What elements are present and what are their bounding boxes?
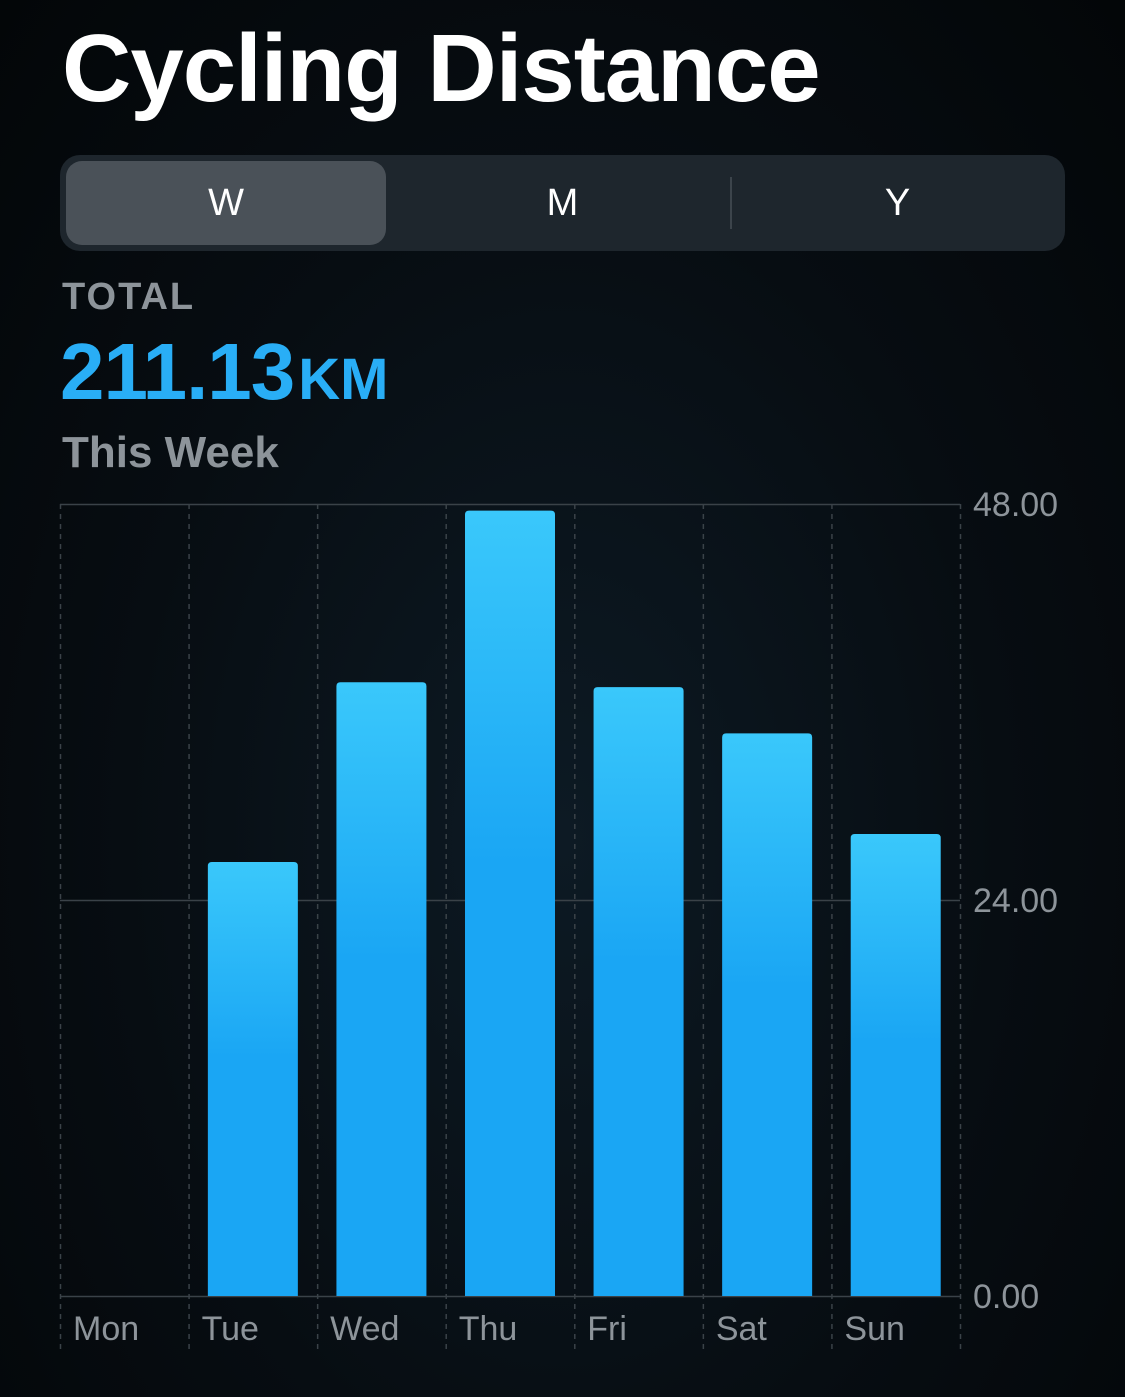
total-distance: 211.13KM bbox=[60, 326, 388, 418]
x-tick-label: Sun bbox=[844, 1310, 905, 1348]
bar-fri bbox=[593, 687, 684, 1296]
total-distance-value: 211.13 bbox=[60, 327, 295, 416]
bar-sun bbox=[850, 834, 941, 1296]
bar-thu bbox=[465, 510, 555, 1297]
x-tick-label: Fri bbox=[587, 1310, 627, 1348]
total-distance-unit: KM bbox=[298, 347, 389, 412]
range-year-button[interactable]: Y bbox=[884, 181, 911, 224]
x-tick-label: Tue bbox=[202, 1310, 259, 1348]
x-tick-label: Mon bbox=[73, 1310, 139, 1348]
y-tick-label: 24.00 bbox=[973, 882, 1058, 920]
y-tick-label: 48.00 bbox=[973, 486, 1058, 524]
x-tick-label: Thu bbox=[459, 1310, 518, 1348]
bar-tue bbox=[207, 862, 298, 1296]
page-title: Cycling Distance bbox=[62, 15, 821, 122]
bar-wed bbox=[336, 682, 427, 1296]
range-week-button[interactable]: W bbox=[66, 161, 386, 245]
x-tick-label: Sat bbox=[716, 1310, 768, 1348]
y-tick-label: 0.00 bbox=[973, 1278, 1039, 1316]
range-month-button[interactable]: M bbox=[546, 181, 579, 224]
bar-sat bbox=[722, 733, 813, 1296]
period-label: This Week bbox=[62, 428, 279, 477]
x-tick-label: Wed bbox=[330, 1310, 399, 1348]
segment-divider bbox=[730, 177, 732, 229]
summary-label: TOTAL bbox=[62, 276, 196, 318]
range-segmented-control: W M Y bbox=[60, 155, 1065, 251]
